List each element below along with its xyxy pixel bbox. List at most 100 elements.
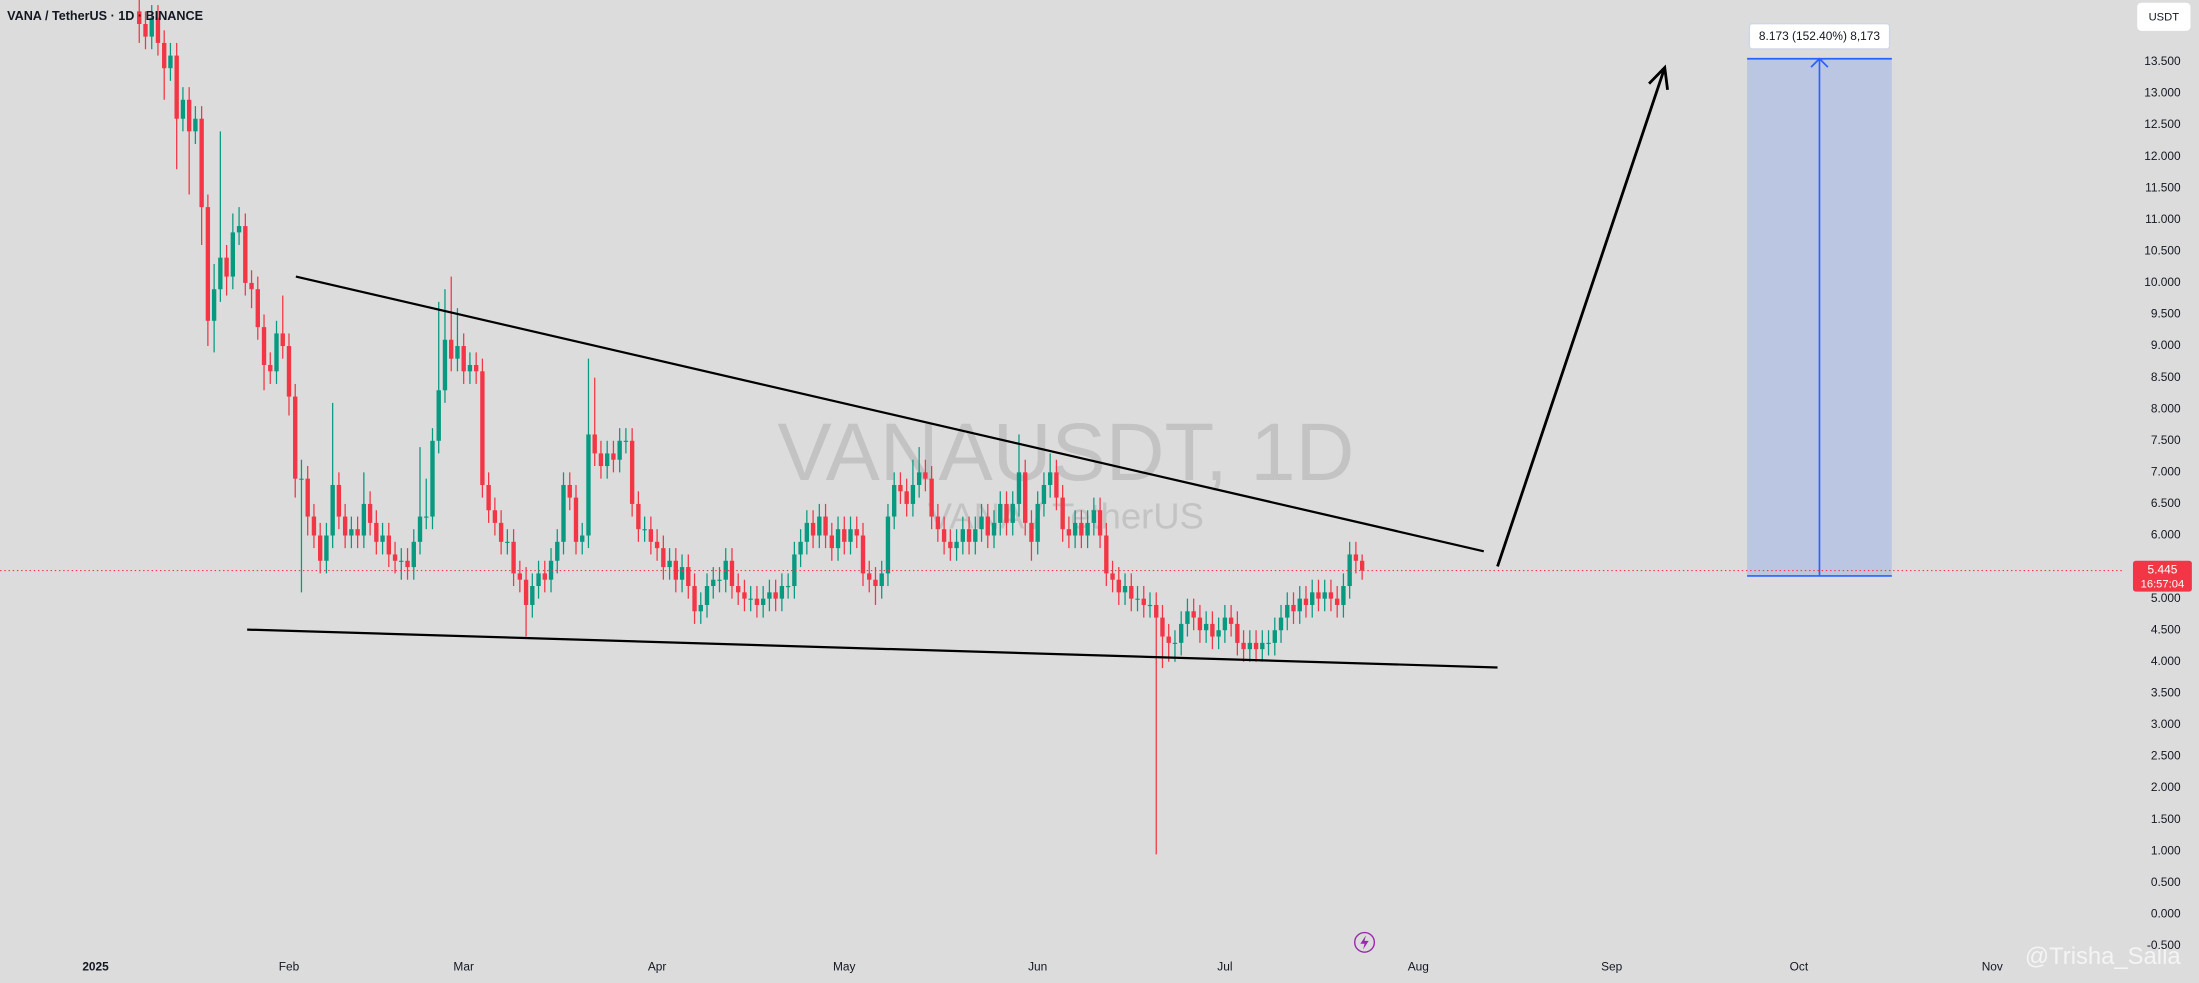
- y-tick-label: 10.500: [2144, 243, 2181, 257]
- y-tick-label: 11.000: [2145, 212, 2181, 226]
- candle-body: [324, 535, 329, 561]
- candle-body: [249, 282, 254, 290]
- candle-body: [648, 529, 654, 542]
- candle-body: [180, 99, 186, 119]
- candle-body: [236, 226, 242, 233]
- candle-body: [1085, 522, 1090, 536]
- candle-body: [817, 516, 822, 536]
- candle-body: [162, 42, 167, 69]
- candle-body: [979, 516, 984, 530]
- trendline: [295, 275, 1485, 553]
- candle-body: [598, 453, 604, 467]
- candle-body: [1010, 503, 1015, 523]
- y-tick-label: 13.500: [2144, 54, 2181, 68]
- candle-body: [1341, 586, 1346, 605]
- candle-body: [1047, 472, 1053, 485]
- candle-body: [218, 257, 223, 290]
- candle-body: [1160, 617, 1165, 637]
- candle-body: [455, 346, 460, 359]
- candle-body: [654, 541, 660, 549]
- chart-title: VANA / TetherUS · 1D · BINANCE: [7, 9, 203, 23]
- y-tick-label: 9.500: [2151, 307, 2181, 321]
- candle-body: [1029, 522, 1034, 542]
- candle-body: [1129, 586, 1134, 599]
- x-tick-label: Jul: [1217, 960, 1232, 974]
- y-tick-label: 5.000: [2151, 591, 2181, 605]
- candle-body: [1110, 573, 1115, 580]
- candle-body: [168, 55, 173, 69]
- candle-body: [174, 55, 179, 119]
- candle-body: [667, 560, 672, 568]
- candle-body: [342, 516, 348, 536]
- candle-body: [829, 535, 834, 549]
- candle-body: [211, 289, 217, 321]
- x-tick-label: Aug: [1408, 960, 1429, 974]
- candle-body: [1104, 535, 1109, 574]
- candle-body: [1166, 636, 1171, 643]
- y-tick-label: 0.000: [2151, 907, 2181, 921]
- candle-body: [1359, 560, 1365, 571]
- candle-body: [573, 497, 579, 542]
- candle-body: [374, 522, 379, 542]
- y-tick-label: 6.000: [2151, 528, 2181, 542]
- currency-label[interactable]: USDT: [2149, 11, 2180, 23]
- candle-body: [299, 478, 304, 480]
- candle-body: [1235, 623, 1240, 643]
- candle-body: [1122, 586, 1128, 593]
- candle-body: [530, 586, 535, 605]
- y-tick-label: 1.000: [2151, 843, 2181, 857]
- candle-body: [330, 484, 335, 536]
- credit: @Trisha_Salla: [2025, 943, 2181, 970]
- candle-body: [1241, 642, 1246, 650]
- candle-body: [1054, 472, 1059, 498]
- candle-body: [380, 535, 385, 542]
- candle-body: [1197, 617, 1203, 631]
- candle-body: [467, 365, 473, 372]
- candle-body: [486, 484, 491, 511]
- candle-body: [966, 529, 972, 542]
- y-tick-label: 6.500: [2151, 496, 2181, 510]
- candle-body: [623, 440, 629, 442]
- candle-body: [361, 503, 367, 536]
- last-price-label: 5.445: [2148, 563, 2178, 577]
- candle-body: [779, 586, 785, 599]
- candle-body: [723, 560, 728, 580]
- plot-area: [137, 0, 1892, 855]
- y-tick-label: 10.000: [2144, 275, 2181, 289]
- y-tick-label: 8.000: [2151, 401, 2181, 415]
- candle-body: [985, 516, 990, 536]
- candle-body: [1328, 592, 1334, 599]
- candle-body: [155, 17, 161, 43]
- x-tick-label: Oct: [1790, 960, 1809, 974]
- candle-body: [392, 554, 398, 561]
- candle-body: [517, 573, 523, 580]
- candle-body: [991, 522, 997, 536]
- candle-body: [717, 579, 722, 581]
- candle-body: [1016, 472, 1022, 504]
- candle-body: [785, 586, 791, 588]
- candle-body: [804, 522, 810, 542]
- candle-body: [436, 390, 441, 441]
- candle-body: [673, 560, 679, 580]
- y-tick-label: 7.000: [2151, 464, 2181, 478]
- candle-body: [1147, 604, 1153, 607]
- candle-body: [1291, 604, 1296, 612]
- candle-body: [686, 567, 691, 587]
- candle-body: [1285, 604, 1290, 618]
- candle-body: [661, 548, 666, 568]
- currency-button[interactable]: [2137, 2, 2191, 31]
- y-tick-label: 3.500: [2151, 686, 2181, 700]
- candle-body: [336, 484, 342, 517]
- target-label-box: [1748, 22, 1891, 50]
- candle-body: [399, 560, 404, 562]
- candle-body: [473, 365, 479, 372]
- x-tick-label: 2025: [82, 960, 109, 974]
- x-tick-label: Mar: [453, 960, 474, 974]
- candle-body: [1347, 554, 1352, 587]
- events-icon[interactable]: [1354, 931, 1376, 953]
- candle-body: [823, 516, 828, 536]
- candle-body: [592, 434, 597, 454]
- candle-body: [760, 598, 766, 605]
- x-tick-label: Feb: [279, 960, 300, 974]
